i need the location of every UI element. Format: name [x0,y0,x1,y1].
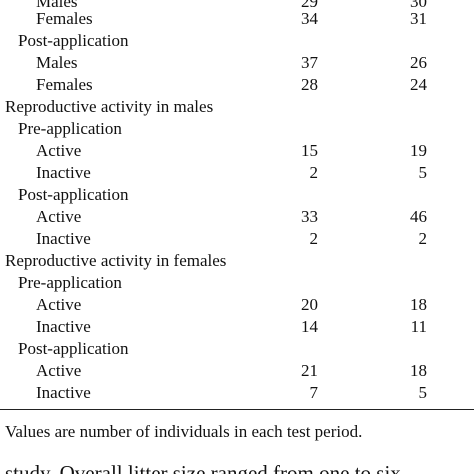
table-row: Pre-application [0,118,474,140]
value-col-1: 21 [301,361,318,380]
table-row: Post-application [0,30,474,52]
row-label: Reproductive activity in males [5,97,214,116]
table-row: Inactive 14 11 [0,316,474,338]
value-col-1: 34 [301,9,318,28]
row-label: Males [36,0,78,11]
value-col-2: 5 [418,163,428,182]
table-bottom-rule [0,409,474,410]
value-col-2: 2 [418,229,428,248]
body-text-partial-line: study. Overall litter size ranged from o… [5,461,401,474]
row-label: Inactive [36,229,91,248]
row-label: Reproductive activity in females [5,251,227,270]
row-label: Post-application [18,31,129,50]
value-col-1: 20 [301,295,318,314]
table-row: Active 15 19 [0,140,474,162]
table-row: Females 28 24 [0,74,474,96]
table-row: Reproductive activity in males [0,96,474,118]
value-col-2: 19 [410,141,427,160]
table-row: Post-application [0,338,474,360]
row-label: Active [36,207,82,226]
row-label: Males [36,53,78,72]
row-label: Pre-application [18,119,122,138]
value-col-2: 18 [410,361,427,380]
table-row: Active 33 46 [0,206,474,228]
value-col-1: 37 [301,53,318,72]
row-label: Inactive [36,163,91,182]
table-footnote: Values are number of individuals in each… [5,422,363,441]
row-label: Females [36,75,93,94]
value-col-1: 7 [309,383,319,402]
value-col-1: 14 [301,317,318,336]
row-label: Post-application [18,339,129,358]
row-label: Females [36,9,93,28]
value-col-2: 5 [418,383,428,402]
table-row: Inactive 7 5 [0,382,474,404]
value-col-2: 26 [410,53,427,72]
value-col-2: 11 [410,317,427,336]
value-col-2: 31 [410,9,427,28]
table-row: Females 34 31 [0,8,474,30]
value-col-1: 33 [301,207,318,226]
table-row: Post-application [0,184,474,206]
value-col-2: 24 [410,75,427,94]
row-label: Active [36,361,82,380]
row-label: Active [36,295,82,314]
value-col-1: 28 [301,75,318,94]
row-label: Inactive [36,383,91,402]
value-col-1: 2 [309,229,319,248]
row-label: Active [36,141,82,160]
row-label: Post-application [18,185,129,204]
table-row: Pre-application [0,272,474,294]
table-row: Active 21 18 [0,360,474,382]
table-row: Males 29 30 [0,0,474,13]
table-row: Inactive 2 2 [0,228,474,250]
table-row: Reproductive activity in females [0,250,474,272]
table-row: Inactive 2 5 [0,162,474,184]
value-col-2: 30 [410,0,427,11]
value-col-1: 15 [301,141,318,160]
value-col-1: 2 [309,163,319,182]
value-col-2: 18 [410,295,427,314]
table-row: Active 20 18 [0,294,474,316]
row-label: Pre-application [18,273,122,292]
row-label: Inactive [36,317,91,336]
value-col-1: 29 [301,0,318,11]
value-col-2: 46 [410,207,427,226]
table-row: Males 37 26 [0,52,474,74]
